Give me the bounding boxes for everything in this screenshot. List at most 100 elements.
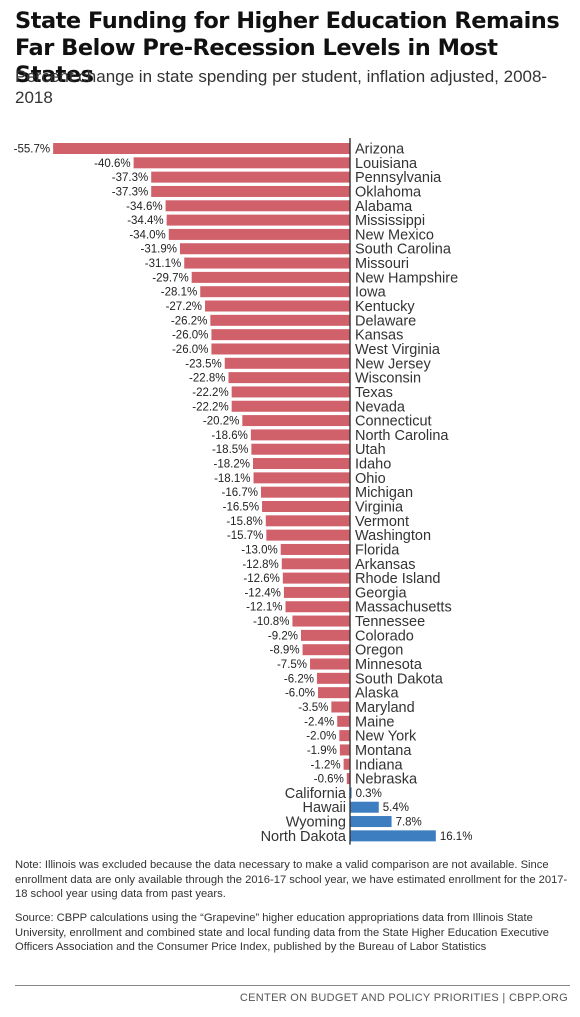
bar-kentucky <box>205 300 350 312</box>
chart-subtitle: Percent change in state spending per stu… <box>15 67 548 107</box>
bar-maine <box>337 715 350 727</box>
data-label: -31.9% <box>141 244 177 256</box>
data-label: -18.5% <box>212 444 248 456</box>
data-label: -15.7% <box>227 530 263 542</box>
data-label: -2.4% <box>304 716 334 728</box>
bar-georgia <box>283 586 350 598</box>
bar-alaska <box>318 687 350 699</box>
bar-chart: Arizona -55.7% Louisiana -40.6% Pennsylvania… <box>14 138 473 845</box>
bar-nebraska <box>346 773 350 785</box>
bar-colorado <box>300 629 350 641</box>
bar-montana <box>339 744 350 756</box>
category-label: Idaho <box>355 457 391 473</box>
data-label: 7.8% <box>396 817 422 829</box>
bar-arkansas <box>281 558 350 570</box>
bar-new-york <box>339 730 350 742</box>
category-label: New Hampshire <box>355 270 458 286</box>
category-label: New Mexico <box>355 227 434 243</box>
data-label: -34.6% <box>126 201 162 213</box>
data-label: -20.2% <box>203 416 239 428</box>
bar-wyoming <box>350 816 392 828</box>
footer-credit: CENTER ON BUDGET AND POLICY PRIORITIES |… <box>239 992 568 1004</box>
bar-oklahoma <box>151 185 350 197</box>
category-label: Mississippi <box>355 213 425 229</box>
data-label: -10.8% <box>253 616 289 628</box>
category-label: Wyoming <box>286 815 346 831</box>
data-label: -12.6% <box>243 573 279 585</box>
data-label: -12.4% <box>244 587 280 599</box>
bar-pennsylvania <box>151 171 350 183</box>
bar-maryland <box>331 701 350 713</box>
chart-source: Source: CBPP calculations using the “Gra… <box>15 912 549 953</box>
data-label: -6.0% <box>285 688 315 700</box>
category-label: Arkansas <box>355 557 415 573</box>
category-label: Oklahoma <box>355 184 422 200</box>
data-label: -31.1% <box>145 258 181 270</box>
category-label: South Carolina <box>355 242 452 258</box>
bar-new-jersey <box>224 357 350 369</box>
data-label: -8.9% <box>270 645 300 657</box>
bar-missouri <box>184 257 350 269</box>
category-label: Kentucky <box>355 299 415 315</box>
bar-rhode-island <box>282 572 350 584</box>
data-label: 16.1% <box>440 831 473 843</box>
category-label: Kansas <box>355 328 403 344</box>
bar-washington <box>266 529 350 541</box>
data-label: -23.5% <box>185 358 221 370</box>
category-label: Florida <box>355 542 400 558</box>
data-label: -26.0% <box>172 344 208 356</box>
category-label: Alabama <box>355 199 413 215</box>
category-label: Hawaii <box>302 800 346 816</box>
category-label: New Jersey <box>355 356 431 372</box>
data-label: -2.0% <box>306 731 336 743</box>
bar-iowa <box>200 286 350 298</box>
category-label: Minnesota <box>355 657 423 673</box>
category-label: Colorado <box>355 628 414 644</box>
data-label: -1.9% <box>307 745 337 757</box>
chart-note: Note: Illinois was excluded because the … <box>15 859 568 900</box>
bar-nevada <box>231 400 350 412</box>
data-label: -40.6% <box>94 158 130 170</box>
bar-oregon <box>302 644 350 656</box>
category-label: Washington <box>355 528 431 544</box>
category-label: Pennsylvania <box>355 170 442 186</box>
bar-michigan <box>260 486 350 498</box>
category-label: Vermont <box>355 514 409 530</box>
bar-wisconsin <box>228 372 350 384</box>
data-label: -37.3% <box>112 172 148 184</box>
bar-north-dakota <box>350 830 436 842</box>
category-label: West Virginia <box>355 342 441 358</box>
bar-idaho <box>252 458 350 470</box>
category-label: Arizona <box>355 142 405 158</box>
category-label: Georgia <box>355 585 408 601</box>
bar-mississippi <box>166 214 350 226</box>
data-label: -6.2% <box>284 673 314 685</box>
bar-alabama <box>165 200 350 212</box>
bar-tennessee <box>292 615 350 627</box>
category-label: Maryland <box>355 700 415 716</box>
bar-arizona <box>53 143 351 154</box>
category-label: North Dakota <box>261 829 347 845</box>
category-label: Rhode Island <box>355 571 440 587</box>
data-label: -0.6% <box>314 774 344 786</box>
bar-california <box>350 787 352 799</box>
data-label: -1.2% <box>311 759 341 771</box>
bar-utah <box>251 443 350 455</box>
data-label: -18.6% <box>211 430 247 442</box>
bar-hawaii <box>350 801 379 813</box>
category-label: Louisiana <box>355 156 418 172</box>
data-label: -15.8% <box>226 516 262 528</box>
data-label: -28.1% <box>161 287 197 299</box>
category-label: New York <box>355 729 417 745</box>
category-label: Utah <box>355 442 386 458</box>
category-label: Ohio <box>355 471 386 487</box>
data-label: -37.3% <box>112 186 148 198</box>
bar-connecticut <box>242 415 350 427</box>
bar-south-carolina <box>179 243 350 255</box>
bar-kansas <box>211 329 350 341</box>
data-label: -18.1% <box>214 473 250 485</box>
category-label: Texas <box>355 385 393 401</box>
category-label: Nebraska <box>355 772 418 788</box>
category-label: Virginia <box>355 500 404 516</box>
category-label: Iowa <box>355 285 387 301</box>
